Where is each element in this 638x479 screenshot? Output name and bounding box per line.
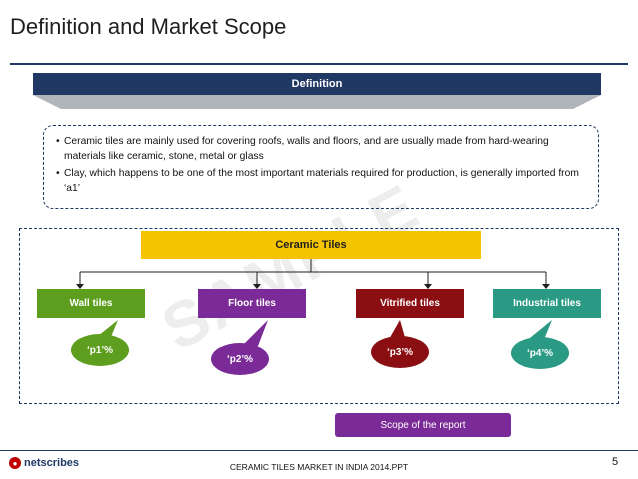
footer-divider (0, 450, 638, 451)
scope-of-report-text: Scope of the report (380, 419, 466, 431)
category-label: Industrial tiles (513, 298, 581, 309)
ceramic-tiles-box: Ceramic Tiles (141, 231, 481, 259)
footer-document-title: CERAMIC TILES MARKET IN INDIA 2014.PPT (229, 462, 409, 472)
scope-of-report-label: Scope of the report (335, 413, 511, 437)
definition-box: • Ceramic tiles are mainly used for cove… (43, 125, 599, 209)
share-value: ‘p3’% (386, 346, 414, 358)
title-divider (10, 63, 628, 65)
ceramic-tiles-label: Ceramic Tiles (275, 239, 347, 251)
page-number: 5 (612, 456, 619, 468)
share-value: ‘p4’% (526, 347, 554, 359)
netscribes-logo: ● netscribes (9, 457, 79, 469)
definition-bullet-text: Clay, which happens to be one of the mos… (64, 168, 579, 194)
category-label: Wall tiles (69, 298, 113, 309)
share-bubble-vitrified-tiles: ‘p3’% (371, 336, 429, 368)
category-label: Vitrified tiles (380, 298, 440, 309)
definition-bullet: • Clay, which happens to be one of the m… (56, 166, 586, 196)
category-label: Floor tiles (228, 298, 276, 309)
category-floor-tiles: Floor tiles (198, 289, 306, 318)
category-vitrified-tiles: Vitrified tiles (356, 289, 464, 318)
definition-label: Definition (291, 78, 343, 90)
scope-frame (19, 228, 619, 404)
share-value: ‘p2’% (226, 353, 254, 365)
definition-bullet: • Ceramic tiles are mainly used for cove… (56, 134, 586, 164)
page-title: Definition and Market Scope (10, 14, 287, 39)
definition-bullet-text: Ceramic tiles are mainly used for coveri… (64, 136, 549, 162)
share-value: ‘p1’% (86, 344, 114, 356)
category-industrial-tiles: Industrial tiles (493, 289, 601, 318)
definition-arrow (33, 95, 601, 109)
logo-text: netscribes (24, 457, 80, 469)
share-bubble-industrial-tiles: ‘p4’% (511, 337, 569, 369)
definition-banner: Definition (33, 73, 601, 95)
logo-mark-icon: ● (9, 457, 21, 469)
share-bubble-wall-tiles: ‘p1’% (71, 334, 129, 366)
category-wall-tiles: Wall tiles (37, 289, 145, 318)
share-bubble-floor-tiles: ‘p2’% (211, 343, 269, 375)
